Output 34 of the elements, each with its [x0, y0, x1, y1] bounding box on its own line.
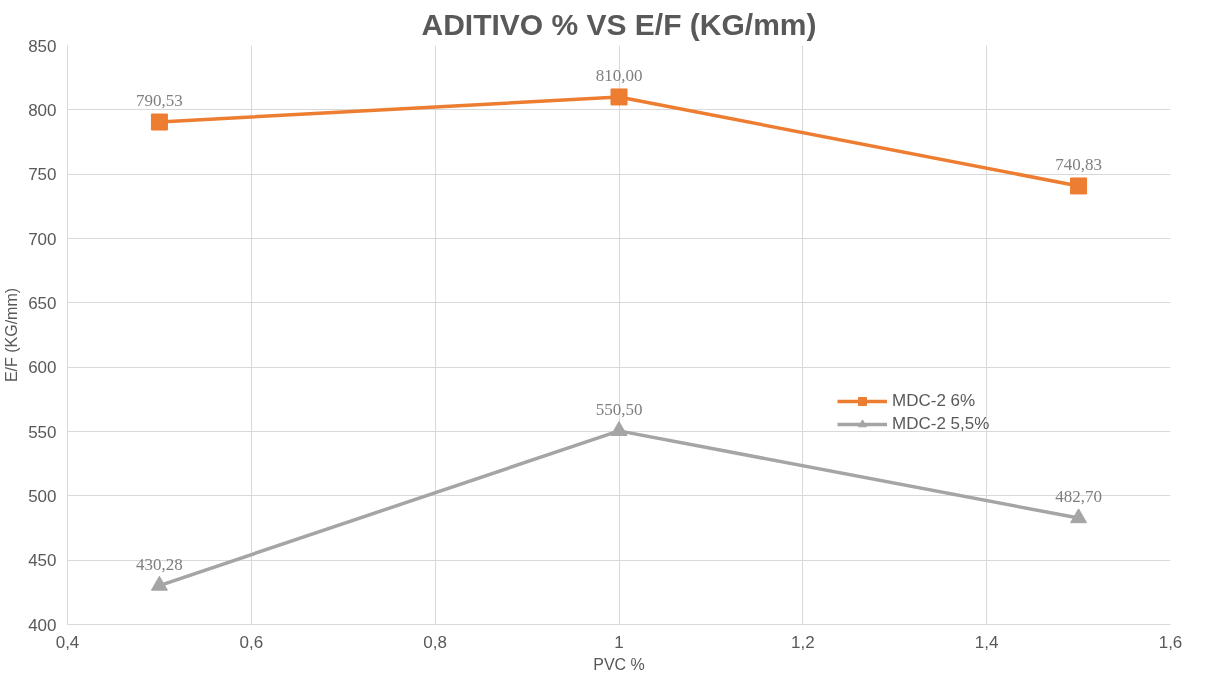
y-tick-label: 500 — [28, 486, 57, 506]
y-tick-label: 400 — [28, 615, 57, 635]
y-axis-title: E/F (KG/mm) — [3, 287, 21, 383]
x-tick-label: 1 — [614, 632, 624, 652]
data-label: 810,00 — [595, 65, 643, 85]
x-tick-label: 1,2 — [791, 632, 815, 652]
y-tick-label: 850 — [28, 36, 57, 56]
data-label: 550,50 — [595, 399, 643, 419]
point — [1070, 508, 1088, 524]
y-tick-label: 550 — [28, 422, 57, 442]
point — [150, 575, 168, 591]
y-tick-label: 450 — [28, 551, 57, 571]
data-label: 790,53 — [136, 91, 183, 111]
x-tick-label: 0,4 — [55, 632, 80, 652]
point — [610, 421, 628, 436]
y-tick-label: 600 — [28, 358, 57, 378]
x-axis-title: PVC % — [593, 655, 645, 673]
data-label: 482,70 — [1055, 487, 1102, 507]
y-tick-label: 750 — [28, 165, 57, 185]
point — [610, 88, 628, 106]
data-label: 430,28 — [136, 554, 183, 574]
point — [150, 113, 168, 131]
legend-label: MDC-2 6% — [892, 391, 976, 411]
x-tick-label: 0,8 — [423, 632, 447, 652]
legend-label: MDC-2 5,5% — [892, 414, 990, 434]
y-tick-label: 800 — [28, 100, 57, 120]
x-tick-label: 0,6 — [239, 632, 264, 652]
chart-title: ADITIVO % VS E/F (KG/mm) — [421, 7, 817, 41]
x-tick-label: 1,6 — [1158, 632, 1183, 652]
point — [1070, 177, 1088, 195]
y-tick-label: 650 — [28, 293, 57, 313]
x-tick-label: 1,4 — [974, 632, 999, 652]
data-label: 740,83 — [1055, 154, 1102, 174]
y-tick-label: 700 — [28, 229, 57, 249]
